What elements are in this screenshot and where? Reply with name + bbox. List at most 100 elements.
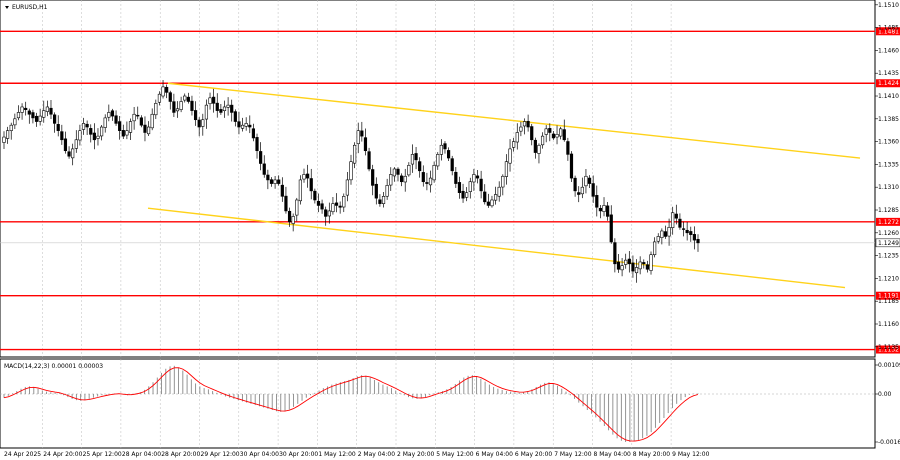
candle-body-down	[266, 174, 270, 181]
candle-body-down	[371, 169, 375, 186]
candle-body-up	[154, 103, 158, 116]
candle-body-down	[598, 207, 603, 212]
candle-body-down	[475, 175, 480, 179]
candle	[642, 259, 646, 269]
level-price-label: 1.1424	[878, 80, 899, 87]
candle	[327, 202, 331, 224]
candle-body-down	[277, 179, 281, 184]
candle-body-down	[316, 201, 321, 206]
candle-body-up	[99, 126, 104, 137]
candle-body-down	[53, 114, 57, 124]
candle-body-up	[356, 130, 360, 145]
time-label: 2 May 04:00	[358, 451, 396, 458]
candle	[255, 133, 259, 159]
candle	[410, 144, 415, 173]
candle	[374, 177, 378, 205]
candle	[266, 169, 270, 190]
candle-body-down	[414, 153, 418, 161]
macd-tick-label: 0.00109	[878, 362, 900, 369]
candle	[428, 170, 433, 193]
channel-upper-line[interactable]	[167, 82, 861, 159]
candle	[338, 201, 342, 214]
channel-lower-line[interactable]	[147, 207, 846, 289]
candle-body-up	[671, 212, 675, 228]
candle	[81, 117, 86, 135]
time-label: 8 May 04:00	[594, 451, 632, 458]
candle	[667, 218, 671, 246]
candle	[342, 193, 346, 213]
time-label: 25 Apr 12:00	[83, 451, 122, 458]
candle-body-down	[613, 242, 617, 265]
candle-body-up	[407, 165, 411, 176]
candle-body-up	[465, 192, 469, 198]
candle-body-up	[201, 119, 205, 127]
candle-body-up	[559, 128, 563, 137]
candle	[92, 123, 96, 150]
candle	[63, 131, 68, 154]
candle-body-down	[233, 111, 237, 122]
candle-body-down	[259, 151, 263, 164]
candle	[324, 206, 328, 226]
candle-body-up	[493, 194, 498, 201]
level-price-tag	[876, 27, 900, 36]
price-tick-label: 1.1160	[878, 321, 899, 328]
candle	[24, 101, 28, 116]
candle-body-down	[280, 184, 284, 197]
candle	[136, 106, 140, 120]
price-tick-label: 1.1385	[878, 116, 899, 123]
time-label: 1 May 12:00	[318, 451, 356, 458]
candle-body-down	[143, 124, 147, 133]
candle-body-up	[81, 123, 86, 130]
candle-body-up	[71, 148, 75, 159]
candle	[9, 122, 13, 140]
candle	[237, 111, 241, 135]
candle	[526, 114, 530, 132]
level-price-label: 1.1132	[878, 347, 899, 354]
price-tick-label: 1.1435	[878, 70, 899, 77]
candle-body-up	[385, 185, 389, 197]
time-label: 7 May 12:00	[554, 451, 592, 458]
candle-body-up	[244, 123, 248, 127]
time-axis: 24 Apr 2025 24 Apr 20:00 25 Apr 12:00 28 Ap…	[4, 451, 710, 458]
candle	[551, 131, 556, 140]
price-panel[interactable]	[0, 0, 876, 358]
macd-panel[interactable]	[0, 358, 876, 449]
candle	[190, 95, 194, 116]
candle-body-down	[450, 158, 454, 172]
candle-body-down	[31, 112, 35, 119]
candle	[530, 123, 534, 146]
candle-body-up	[501, 175, 505, 188]
candle-body-up	[175, 108, 180, 112]
candle	[168, 90, 172, 110]
candle-body-up	[128, 121, 133, 133]
candle-body-down	[85, 123, 89, 128]
candle-body-up	[331, 203, 335, 213]
candle	[291, 213, 295, 232]
candle-body-down	[692, 234, 696, 241]
candle-body-down	[645, 264, 649, 270]
candle-body-down	[363, 137, 368, 152]
candle	[454, 167, 458, 188]
candle	[175, 101, 180, 118]
time-label: 6 May 04:00	[476, 451, 514, 458]
candle	[696, 234, 700, 252]
symbol-dropdown-icon[interactable]	[5, 6, 9, 9]
candle-body-down	[212, 96, 216, 104]
candle	[475, 169, 480, 184]
symbol-title[interactable]: EURUSD,H1	[12, 4, 48, 11]
candle	[193, 101, 198, 126]
candle	[146, 121, 151, 137]
candle	[569, 151, 574, 182]
candle-body-down	[595, 195, 599, 208]
candle-body-down	[566, 141, 570, 155]
candle-body-down	[378, 199, 382, 204]
price-tick-label: 1.1510	[878, 2, 899, 9]
candle	[540, 132, 545, 149]
candle-body-down	[269, 179, 274, 184]
candle	[42, 100, 46, 123]
candle	[577, 186, 581, 203]
candle-body-up	[204, 104, 209, 120]
candle	[602, 197, 606, 217]
candle-body-up	[150, 113, 154, 129]
